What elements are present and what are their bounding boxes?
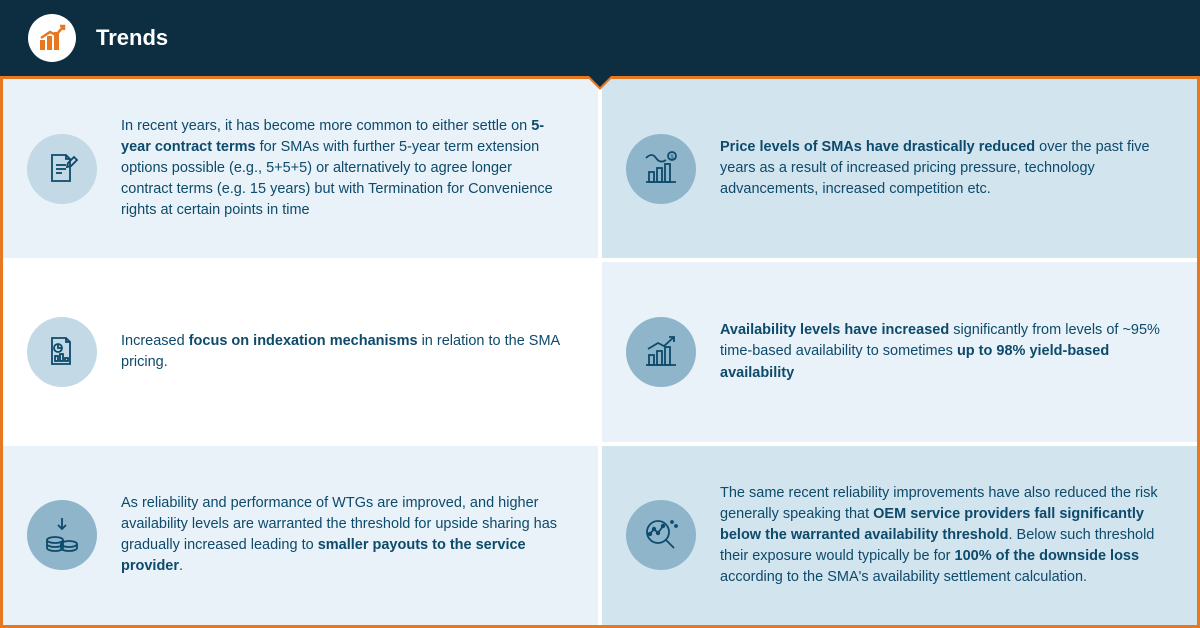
trend-text: The same recent reliability improvements… — [720, 483, 1163, 588]
trend-text: Price levels of SMAs have drastically re… — [720, 137, 1163, 200]
trend-text: As reliability and performance of WTGs a… — [121, 493, 564, 577]
header: Trends — [0, 0, 1200, 76]
document-pencil-icon — [27, 134, 97, 204]
trend-grid: In recent years, it has become more comm… — [3, 79, 1197, 625]
content: In recent years, it has become more comm… — [0, 76, 1200, 628]
trend-cell: Availability levels have increased signi… — [602, 262, 1197, 441]
trend-text: Increased focus on indexation mechanisms… — [121, 331, 564, 373]
trend-cell: As reliability and performance of WTGs a… — [3, 446, 598, 625]
coins-down-icon — [27, 500, 97, 570]
growth-chart-icon — [626, 317, 696, 387]
trend-cell: In recent years, it has become more comm… — [3, 79, 598, 258]
logo-icon — [28, 14, 76, 62]
data-magnifier-icon — [626, 500, 696, 570]
page-title: Trends — [96, 25, 168, 51]
trend-text: In recent years, it has become more comm… — [121, 116, 564, 221]
trend-cell: The same recent reliability improvements… — [602, 446, 1197, 625]
report-chart-icon — [27, 317, 97, 387]
price-down-chart-icon: $ — [626, 134, 696, 204]
trend-text: Availability levels have increased signi… — [720, 320, 1163, 383]
trend-cell: Increased focus on indexation mechanisms… — [3, 262, 598, 441]
trend-cell: $ Price levels of SMAs have drastically … — [602, 79, 1197, 258]
